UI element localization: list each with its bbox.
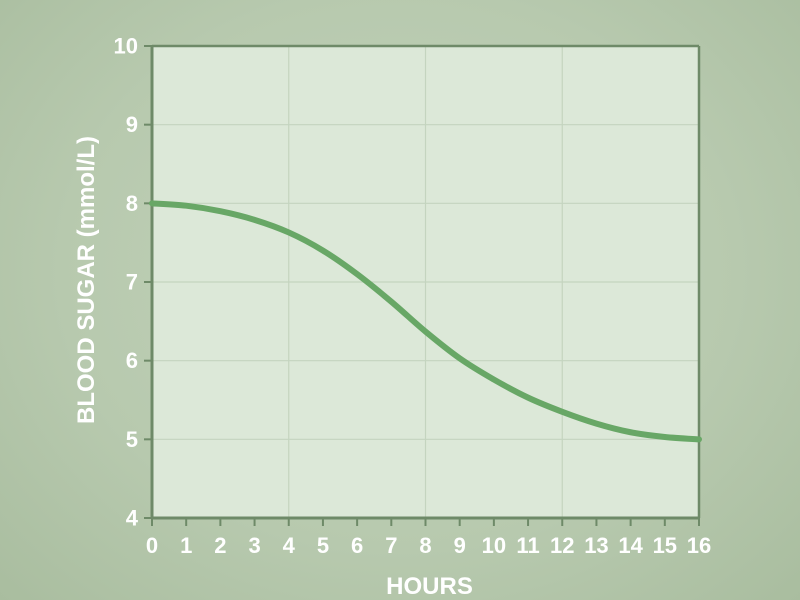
x-tick-label: 3	[248, 533, 260, 558]
y-tick-label: 4	[126, 506, 139, 531]
x-tick-label: 9	[454, 533, 466, 558]
x-tick-label: 6	[351, 533, 363, 558]
y-tick-label: 5	[126, 427, 138, 452]
y-tick-label: 6	[126, 348, 138, 373]
y-tick-label: 8	[126, 191, 138, 216]
series-line-0	[149, 200, 702, 443]
x-tick-label: 12	[550, 533, 574, 558]
y-tick-label: 7	[126, 270, 138, 295]
x-tick-label: 14	[618, 533, 643, 558]
x-tick-label: 1	[180, 533, 192, 558]
x-tick-label: 5	[317, 533, 329, 558]
y-tick-label: 9	[126, 112, 138, 137]
x-tick-label: 4	[283, 533, 296, 558]
x-axis-title: HOURS	[386, 573, 473, 600]
y-tick-label: 10	[114, 34, 138, 59]
tick-marks	[144, 45, 700, 526]
x-tick-label: 15	[653, 533, 677, 558]
x-tick-label: 16	[687, 533, 711, 558]
x-tick-label: 8	[419, 533, 431, 558]
x-tick-label: 11	[516, 533, 539, 558]
x-tick-label: 10	[482, 533, 506, 558]
y-axis-title: BLOOD SUGAR (mmol/L)	[73, 136, 100, 424]
grid	[152, 46, 699, 518]
x-tick-label: 7	[385, 533, 397, 558]
series-layer	[149, 200, 702, 443]
x-tick-label: 0	[146, 533, 158, 558]
x-tick-label: 2	[214, 533, 226, 558]
x-tick-label: 13	[584, 533, 608, 558]
